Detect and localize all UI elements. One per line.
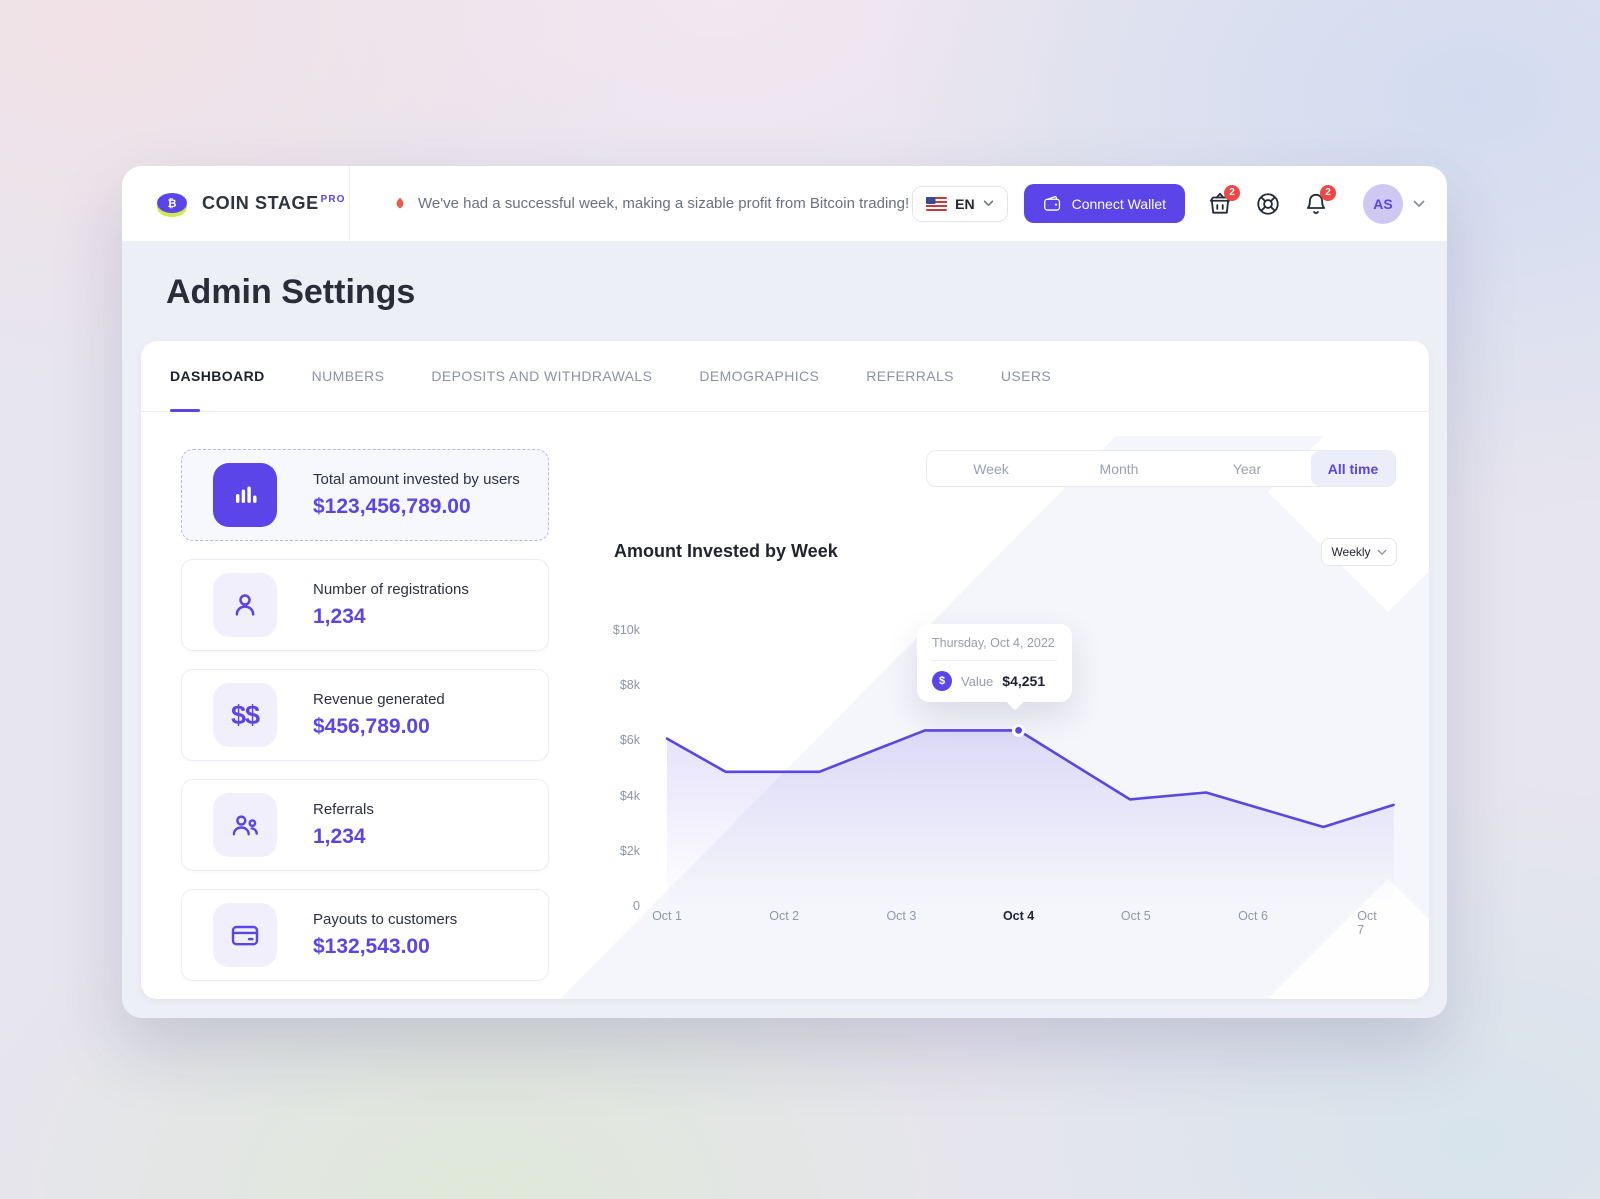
tooltip-date: Thursday, Oct 4, 2022 [932, 636, 1057, 661]
dollar-circle-icon: $ [932, 671, 952, 691]
chevron-down-icon [1377, 549, 1386, 555]
y-tick: $10k [612, 623, 640, 637]
chart-tooltip: Thursday, Oct 4, 2022 $ Value $4,251 [917, 624, 1072, 702]
stat-label: Total amount invested by users [313, 471, 520, 488]
range-week[interactable]: Week [973, 460, 1009, 477]
us-flag-icon [926, 196, 948, 211]
y-tick: $4k [619, 788, 640, 803]
tab-demographics[interactable]: DEMOGRAPHICS [699, 368, 820, 384]
frequency-value: Weekly [1331, 545, 1371, 559]
brand-logo[interactable]: ₿ COIN STAGE PRO [122, 166, 350, 241]
stat-referrals[interactable]: Referrals 1,234 [181, 779, 549, 871]
bar-chart-icon [213, 463, 277, 527]
stat-value: 1,234 [313, 605, 366, 628]
line-chart [665, 723, 1395, 907]
stat-value: $123,456,789.00 [313, 495, 471, 518]
range-all-time[interactable]: All time [1311, 451, 1395, 486]
stat-label: Revenue generated [313, 691, 445, 708]
brand-name: COIN STAGE PRO [202, 193, 346, 213]
avatar[interactable]: AS [1363, 183, 1403, 224]
users-icon [213, 793, 277, 857]
connect-wallet-label: Connect Wallet [1071, 195, 1166, 212]
credit-card-icon [213, 903, 277, 967]
notifications-badge: 2 [1320, 184, 1336, 201]
x-axis-labels: Oct 1 Oct 2 Oct 3 Oct 4 Oct 5 Oct 6 Oct … [652, 909, 1396, 937]
x-tick: Oct 7 [1357, 909, 1377, 937]
gifts-button[interactable]: 2 [1207, 184, 1240, 217]
page-title: Admin Settings [166, 273, 416, 311]
stat-label: Referrals [313, 801, 374, 818]
notifications-button[interactable]: 2 [1303, 184, 1336, 217]
stat-label: Payouts to customers [313, 911, 458, 928]
y-tick: 0 [633, 899, 640, 913]
x-tick: Oct 2 [769, 909, 800, 923]
x-tick: Oct 3 [886, 909, 917, 923]
avatar-initials: AS [1373, 195, 1393, 212]
y-tick: $8k [619, 678, 640, 693]
time-range-selector: Week Month Year All time [926, 450, 1396, 487]
stat-value: 1,234 [313, 825, 366, 848]
x-tick: Oct 1 [652, 909, 682, 923]
app-window: ₿ COIN STAGE PRO We've had a successful w… [122, 166, 1447, 1018]
brand-suffix: PRO [320, 194, 346, 205]
chevron-down-icon [983, 200, 993, 207]
stats-column: Total amount invested by users $123,456,… [181, 449, 549, 999]
tooltip-value: $4,251 [1002, 673, 1046, 689]
range-year[interactable]: Year [1232, 460, 1262, 477]
support-button[interactable] [1255, 191, 1281, 217]
lifebuoy-icon [1257, 192, 1279, 215]
coin-logo-icon: ₿ [157, 192, 187, 217]
y-tick: $2k [619, 843, 640, 858]
header-actions: EN Connect Wallet [912, 183, 1447, 224]
frequency-dropdown[interactable]: Weekly [1321, 538, 1397, 566]
stat-registrations[interactable]: Number of registrations 1,234 [181, 559, 549, 651]
x-tick: Oct 5 [1120, 909, 1151, 923]
stat-total-invested[interactable]: Total amount invested by users $123,456,… [181, 449, 549, 541]
tab-referrals[interactable]: REFERRALS [866, 368, 954, 384]
chart-highlight-dot [1012, 723, 1026, 737]
gift-badge: 2 [1224, 184, 1240, 201]
top-header: ₿ COIN STAGE PRO We've had a successful w… [122, 166, 1447, 241]
double-dollar-icon: $$ [213, 683, 277, 747]
dashboard-card: DASHBOARD NUMBERS DEPOSITS AND WITHDRAWA… [141, 341, 1429, 999]
y-tick: $6k [619, 733, 640, 748]
range-month[interactable]: Month [1099, 460, 1139, 477]
tab-dashboard[interactable]: DASHBOARD [170, 341, 265, 412]
announcement-text: We've had a successful week, making a si… [418, 195, 910, 212]
announcement-bar: We've had a successful week, making a si… [392, 195, 909, 213]
y-axis-labels: $10k $8k $6k $4k $2k 0 [588, 599, 640, 913]
chart-area-fill [667, 730, 1394, 907]
profile-menu-button[interactable] [1413, 200, 1425, 208]
chevron-down-icon [1413, 200, 1425, 207]
tab-deposits-withdrawals[interactable]: DEPOSITS AND WITHDRAWALS [431, 368, 653, 384]
tab-numbers[interactable]: NUMBERS [311, 368, 385, 384]
wallet-icon [1043, 196, 1060, 211]
language-selector[interactable]: EN [912, 185, 1008, 222]
stat-revenue[interactable]: $$ Revenue generated $456,789.00 [181, 669, 549, 761]
stat-label: Number of registrations [313, 581, 469, 598]
language-value: EN [955, 195, 975, 212]
stat-value: $132,543.00 [313, 935, 430, 958]
stat-value: $456,789.00 [313, 715, 430, 738]
x-tick: Oct 6 [1238, 909, 1268, 923]
tab-bar: DASHBOARD NUMBERS DEPOSITS AND WITHDRAWA… [141, 341, 1429, 412]
user-icon [213, 573, 277, 637]
connect-wallet-button[interactable]: Connect Wallet [1023, 184, 1185, 223]
tab-users[interactable]: USERS [1000, 368, 1052, 384]
flame-icon [396, 196, 404, 208]
chart-title: Amount Invested by Week [614, 541, 838, 561]
content-area: Admin Settings DASHBOARD NUMBERS DEPOSIT… [122, 241, 1447, 1018]
svg-text:₿: ₿ [168, 197, 177, 210]
x-tick: Oct 4 [1002, 909, 1035, 923]
stat-payouts[interactable]: Payouts to customers $132,543.00 [181, 889, 549, 981]
tooltip-label: Value [961, 673, 994, 689]
